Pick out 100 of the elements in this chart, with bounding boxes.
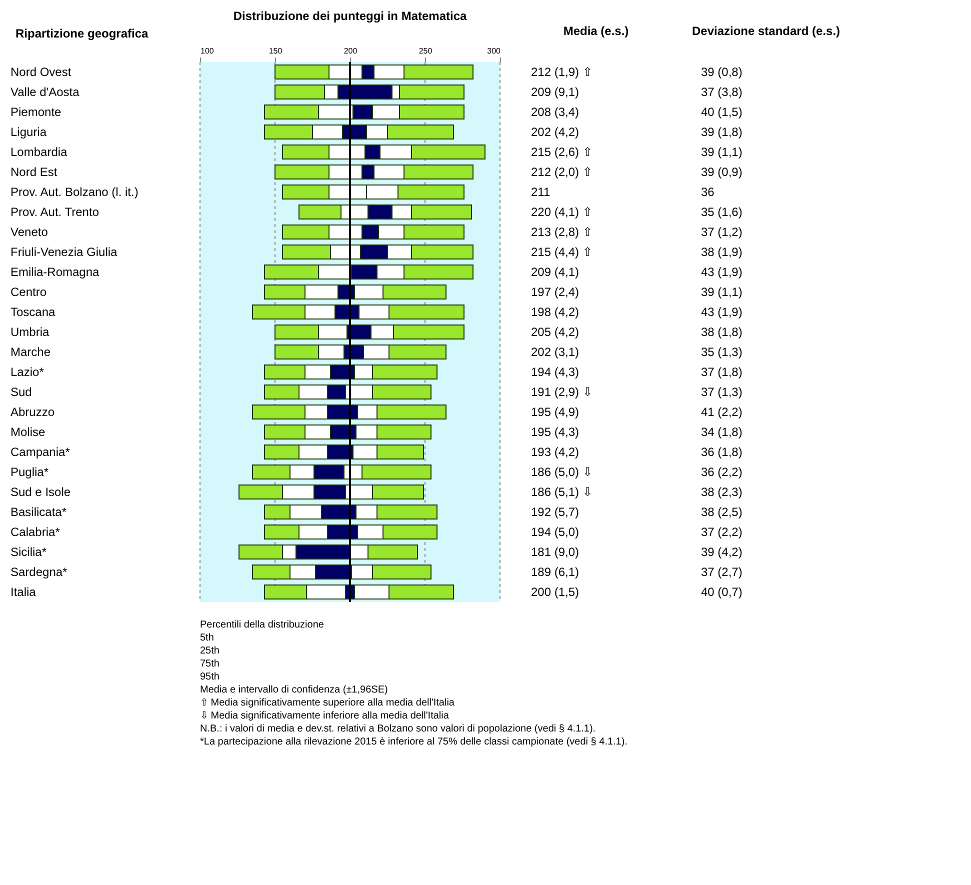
y-tick-label: Marche: [10, 345, 51, 359]
text: 220 (4,1) ⇧: [531, 205, 592, 219]
y-tick-label: Sud e Isole: [10, 485, 71, 499]
text: 195 (4,3): [531, 425, 580, 439]
text: 39 (1,1): [701, 145, 742, 159]
text: 189 (6,1): [531, 565, 580, 579]
y-tick-label: Friuli-Venezia Giulia: [10, 245, 118, 259]
y-tick-label: Valle d'Aosta: [10, 85, 80, 99]
x-tick-label: 100: [200, 46, 214, 56]
y-tick-label: Basilicata*: [10, 505, 67, 519]
text: 95th: [200, 672, 220, 682]
text: *La partecipazione alla rilevazione 2015 è inferiore al 75% delle classi campionate (vedi § 4.1.1).: [200, 736, 628, 748]
y-tick-label: Campania*: [10, 445, 70, 459]
text: 209 (4,1): [531, 265, 580, 279]
y-tick-label: Toscana: [10, 305, 56, 319]
y-tick-label: Centro: [10, 285, 47, 299]
text: 205 (4,2): [531, 325, 580, 339]
y-tick-label: Sardegna*: [10, 565, 68, 579]
text: 200 (1,5): [531, 585, 580, 599]
text: 39 (1,1): [701, 285, 742, 299]
text: 5th: [200, 632, 214, 644]
text: 39 (0,8): [701, 65, 742, 79]
text: 211: [531, 185, 550, 199]
text: 37 (1,3): [701, 385, 742, 399]
text: 202 (4,2): [531, 125, 580, 139]
x-tick-label: 150: [268, 46, 283, 56]
text: 36: [701, 185, 715, 199]
text: 34 (1,8): [701, 425, 742, 439]
y-tick-label: Italia: [10, 585, 36, 599]
x-tick-label: 200: [344, 46, 358, 56]
text: 38 (2,3): [701, 485, 742, 499]
text: 202 (3,1): [531, 345, 580, 359]
text: Deviazione standard (e.s.): [692, 24, 840, 38]
text: 194 (4,3): [531, 365, 580, 379]
x-tick-label: 250: [418, 46, 433, 56]
text: 186 (5,0) ⇩: [531, 465, 592, 479]
text: 215 (2,6) ⇧: [531, 145, 592, 159]
text: 194 (5,0): [531, 525, 580, 539]
text: 38 (1,8): [701, 325, 742, 339]
text: ⇩ Media significativamente inferiore alla media dell'Italia: [200, 710, 450, 722]
text: ⇧ Media significativamente superiore alla media dell'Italia: [200, 698, 455, 708]
text: 197 (2,4): [531, 285, 580, 299]
y-tick-label: Molise: [10, 425, 46, 439]
text: 213 (2,8) ⇧: [531, 225, 592, 239]
text: 39 (4,2): [701, 545, 742, 559]
text: Media (e.s.): [563, 24, 629, 38]
y-tick-label: Nord Est: [10, 165, 58, 179]
text: 198 (4,2): [531, 305, 580, 319]
text: 186 (5,1) ⇩: [531, 485, 592, 499]
y-tick-label: Abruzzo: [10, 405, 55, 419]
y-tick-label: Prov. Aut. Trento: [10, 205, 100, 219]
text: 192 (5,7): [531, 505, 580, 519]
text: 191 (2,9) ⇩: [531, 385, 592, 399]
text: 35 (1,6): [701, 205, 742, 219]
text: 37 (1,8): [701, 365, 742, 379]
chart-title: Distribuzione dei punteggi in Matematica: [233, 9, 467, 23]
y-tick-label: Prov. Aut. Bolzano (l. it.): [10, 185, 138, 199]
y-tick-label: Lazio*: [10, 365, 44, 379]
y-tick-label: Puglia*: [10, 465, 49, 479]
text: 181 (9,0): [531, 545, 580, 559]
y-tick-label: Sicilia*: [10, 545, 47, 559]
y-tick-label: Lombardia: [10, 145, 68, 159]
x-tick-label: 300: [487, 46, 502, 56]
text: 40 (0,7): [701, 585, 742, 599]
text: 209 (9,1): [531, 85, 580, 99]
text: 37 (1,2): [701, 225, 742, 239]
text: 37 (2,2): [701, 525, 742, 539]
text: 195 (4,9): [531, 405, 580, 419]
y-tick-label: Nord Ovest: [10, 65, 72, 79]
text: 41 (2,2): [701, 405, 742, 419]
text: 38 (2,5): [701, 505, 742, 519]
text: 193 (4,2): [531, 445, 580, 459]
text: 36 (1,8): [701, 445, 742, 459]
y-tick-label: Piemonte: [10, 105, 62, 119]
text: 212 (2,0) ⇧: [531, 165, 592, 179]
text: N.B.: i valori di media e dev.st. relativi a Bolzano sono valori di popolazione (vedi § 4.1.1).: [200, 724, 596, 734]
text: 43 (1,9): [701, 265, 742, 279]
text: 38 (1,9): [701, 245, 742, 259]
y-tick-label: Veneto: [10, 225, 48, 239]
text: 43 (1,9): [701, 305, 742, 319]
y-tick-label: Emilia-Romagna: [10, 265, 100, 279]
text: 35 (1,3): [701, 345, 742, 359]
text: Percentili della distribuzione: [200, 620, 324, 630]
text: 37 (2,7): [701, 565, 742, 579]
y-axis-title: Ripartizione geografica: [16, 26, 149, 40]
text: 40 (1,5): [701, 105, 742, 119]
y-tick-label: Umbria: [10, 325, 50, 339]
text: 75th: [200, 658, 220, 670]
text: 39 (0,9): [701, 165, 742, 179]
y-tick-label: Liguria: [10, 125, 47, 139]
text: 25th: [200, 646, 220, 656]
text: 36 (2,2): [701, 465, 742, 479]
y-tick-label: Sud: [10, 385, 32, 399]
y-tick-label: Calabria*: [10, 525, 60, 539]
text: Media e intervallo di confidenza (±1,96SE): [200, 684, 388, 696]
text: 37 (3,8): [701, 85, 742, 99]
text: 215 (4,4) ⇧: [531, 245, 592, 259]
text: 208 (3,4): [531, 105, 580, 119]
text: 39 (1,8): [701, 125, 742, 139]
text: 212 (1,9) ⇧: [531, 65, 592, 79]
